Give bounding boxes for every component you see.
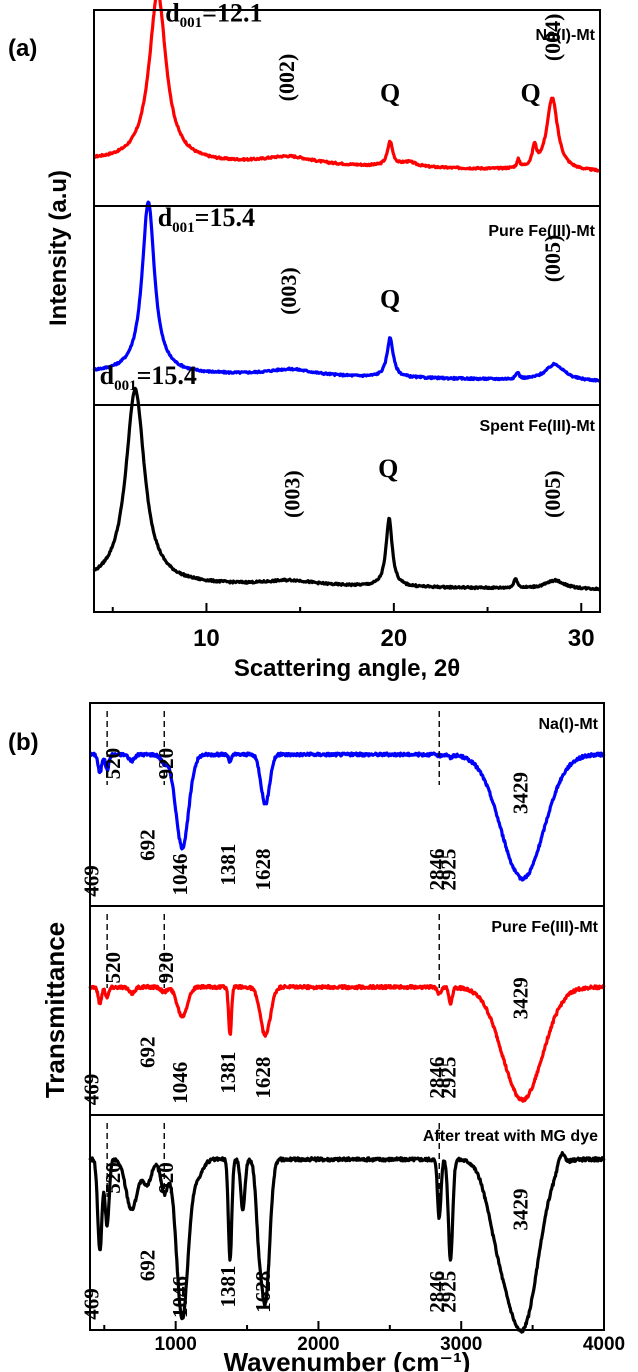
band-label: 2925	[436, 1271, 460, 1313]
peak-index-label: (003)	[280, 470, 305, 518]
peak-index-label: (004)	[540, 13, 565, 61]
xrd-curve	[93, 0, 601, 173]
band-label: 1628	[251, 1271, 275, 1313]
xrd-tick-label: 20	[381, 625, 408, 652]
band-label: 1381	[216, 1052, 240, 1094]
band-label: 3429	[508, 977, 532, 1019]
ftir-series-label: After treat with MG dye	[423, 1128, 598, 1145]
ftir-x-axis-title: Wavenumber (cm⁻¹)	[224, 1347, 471, 1372]
xrd-tick-label: 30	[568, 625, 595, 652]
band-label: 3429	[508, 1189, 532, 1231]
ftir-tick-label: 4000	[583, 1334, 625, 1355]
band-label: 1381	[216, 1266, 240, 1308]
band-label: 920	[154, 748, 178, 780]
band-label: 1046	[168, 1062, 192, 1104]
xrd-panel: (a) Na(I)-Mt d001=12.1 (002) Q Q (004) Pure Fe(…	[8, 0, 601, 682]
band-label: 692	[136, 1250, 160, 1282]
xrd-series-label: Spent Fe(III)-Mt	[479, 418, 595, 435]
band-label: 1628	[251, 1057, 275, 1099]
ftir-tick-label: 2000	[297, 1334, 339, 1355]
band-label: 2846	[425, 1057, 449, 1099]
band-label: 1628	[251, 849, 275, 891]
xrd-curve	[92, 386, 601, 592]
ftir-series-label: Na(I)-Mt	[538, 716, 598, 733]
band-label: 469	[80, 1074, 104, 1106]
xrd-frame	[93, 9, 601, 613]
xrd-x-axis-title: Scattering angle, 2θ	[234, 655, 460, 682]
band-label: 2925	[436, 849, 460, 891]
band-label: 520	[101, 1162, 125, 1194]
d-spacing-label: d001=12.1	[165, 0, 262, 31]
xrd-series-label: Na(I)-Mt	[535, 27, 595, 44]
ftir-curve	[88, 983, 606, 1103]
band-label: 692	[136, 829, 160, 861]
quartz-peak-label: Q	[380, 284, 400, 313]
quartz-peak-label: Q	[378, 454, 398, 483]
panel-a-label: (a)	[8, 35, 37, 62]
band-label: 2846	[425, 1271, 449, 1313]
band-label: 2925	[436, 1057, 460, 1099]
band-label: 469	[80, 1288, 104, 1320]
quartz-peak-label: Q	[380, 79, 400, 108]
band-label: 1046	[168, 1276, 192, 1318]
band-label: 2846	[425, 849, 449, 891]
peak-index-label: (005)	[540, 470, 565, 518]
ftir-y-axis-title: Transmittance	[40, 922, 70, 1098]
peak-index-label: (005)	[540, 235, 565, 283]
ftir-curve	[89, 751, 606, 882]
band-label: 520	[101, 748, 125, 780]
band-label: 3429	[508, 772, 532, 814]
band-label: 520	[101, 952, 125, 984]
ftir-series-label: Pure Fe(III)-Mt	[491, 919, 598, 936]
xrd-tick-label: 10	[193, 625, 220, 652]
panel-b-label: (b)	[8, 729, 39, 756]
ftir-frame	[89, 702, 605, 1331]
d-spacing-label: d001=15.4	[158, 203, 255, 236]
ftir-tick-label: 3000	[440, 1334, 482, 1355]
band-label: 920	[154, 1162, 178, 1194]
band-label: 692	[136, 1037, 160, 1069]
band-label: 1046	[168, 853, 192, 895]
peak-index-label: (002)	[274, 54, 299, 102]
xrd-series-label: Pure Fe(III)-Mt	[488, 223, 595, 240]
ftir-tick-label: 1000	[155, 1334, 197, 1355]
xrd-y-axis-title: Intensity (a.u)	[45, 170, 72, 326]
band-label: 920	[154, 952, 178, 984]
band-label: 1381	[216, 844, 240, 886]
d-spacing-label: d001=15.4	[100, 361, 197, 394]
quartz-peak-label: Q	[521, 79, 541, 108]
xrd-curve	[92, 200, 601, 383]
peak-index-label: (003)	[276, 267, 301, 315]
band-label: 469	[80, 865, 104, 897]
